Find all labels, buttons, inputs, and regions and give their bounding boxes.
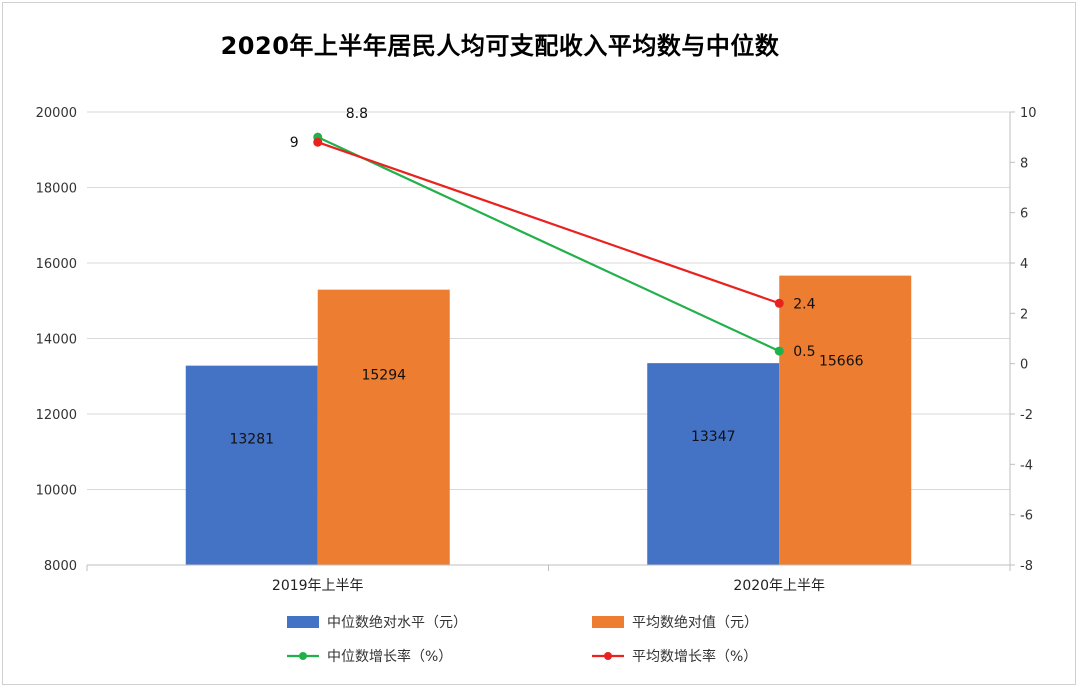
line-data-label: 8.8: [346, 106, 368, 122]
right-axis-tick-label: 8: [1020, 156, 1028, 171]
legend-swatch-marker: [604, 652, 612, 660]
legend-label: 中位数增长率（%）: [327, 648, 452, 665]
bar-data-label: 15666: [819, 354, 864, 370]
right-axis-tick-label: 2: [1020, 307, 1028, 322]
right-axis-tick-label: -8: [1020, 559, 1033, 574]
line-data-label: 9: [290, 135, 299, 151]
legend-label: 平均数绝对值（元）: [632, 615, 758, 631]
legend-swatch-marker: [299, 652, 307, 660]
right-axis-tick-label: -2: [1020, 408, 1033, 423]
bar-mean: [779, 275, 912, 565]
right-axis-tick-label: 6: [1020, 207, 1028, 222]
x-axis-category-label: 2020年上半年: [733, 578, 825, 594]
right-axis-tick-label: 0: [1020, 358, 1028, 373]
legend-swatch-bar: [287, 616, 319, 628]
bar-median: [185, 365, 318, 565]
left-axis-tick-label: 10000: [36, 484, 77, 499]
legend-label: 中位数绝对水平（元）: [327, 615, 467, 631]
line-mean-growth: [317, 141, 780, 305]
legend-label: 平均数增长率（%）: [632, 648, 757, 665]
right-axis-tick-label: 10: [1020, 106, 1037, 121]
line-data-label: 2.4: [793, 296, 815, 312]
left-axis-tick-label: 8000: [44, 559, 77, 574]
legend-swatch-bar: [592, 616, 624, 628]
chart-title: 2020年上半年居民人均可支配收入平均数与中位数: [220, 32, 780, 60]
line-marker: [774, 298, 784, 308]
left-axis-tick-label: 20000: [36, 106, 77, 121]
line-data-label: 0.5: [793, 344, 815, 360]
line-median-growth: [317, 136, 780, 353]
left-axis-tick-label: 14000: [36, 333, 77, 348]
bar-mean: [317, 289, 450, 565]
x-axis-category-label: 2019年上半年: [272, 578, 364, 594]
right-axis-tick-label: -4: [1020, 458, 1033, 473]
bar-data-label: 15294: [361, 368, 406, 384]
right-axis-tick-label: -6: [1020, 509, 1033, 524]
left-axis-tick-label: 16000: [36, 257, 77, 272]
bar-data-label: 13281: [229, 432, 274, 448]
right-axis-tick-label: 4: [1020, 257, 1028, 272]
left-axis-tick-label: 12000: [36, 408, 77, 423]
line-marker: [313, 137, 323, 147]
bar-median: [647, 363, 780, 565]
bar-data-label: 13347: [691, 429, 736, 445]
line-marker: [774, 346, 784, 356]
left-axis-tick-label: 18000: [36, 182, 77, 197]
